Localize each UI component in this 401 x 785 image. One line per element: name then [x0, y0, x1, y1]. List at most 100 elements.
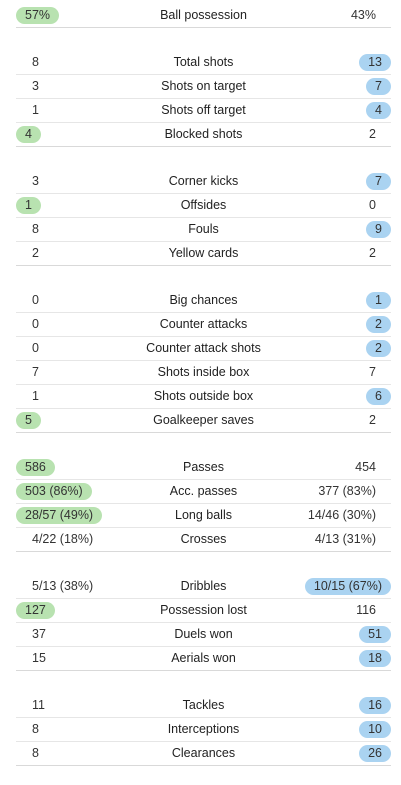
away-value: 10 — [359, 721, 391, 738]
stat-row-goalkeeper-saves: Goalkeeper saves 5 2 — [16, 409, 391, 433]
home-value: 1 — [17, 388, 39, 405]
home-value: 4 — [16, 126, 41, 143]
stat-label: Tackles — [16, 694, 391, 717]
away-value: 7 — [369, 364, 390, 381]
stat-group: Corner kicks 3 7 Offsides 1 0 Fouls 8 9 Yellow ca… — [0, 170, 401, 266]
away-value: 2 — [366, 340, 391, 357]
stat-label: Fouls — [16, 218, 391, 241]
stat-row-possession-lost: Possession lost 127 116 — [16, 599, 391, 623]
stat-row-dribbles: Dribbles 5/13 (38%) 10/15 (67%) — [16, 575, 391, 599]
away-value: 6 — [366, 388, 391, 405]
stat-row-duels-won: Duels won 37 51 — [16, 623, 391, 647]
home-value: 586 — [16, 459, 55, 476]
home-value: 4/22 (18%) — [17, 531, 93, 548]
away-value: 10/15 (67%) — [305, 578, 391, 595]
stat-row-big-chances: Big chances 0 1 — [16, 289, 391, 313]
away-value: 1 — [366, 292, 391, 309]
away-value: 9 — [366, 221, 391, 238]
away-value: 43% — [351, 7, 390, 24]
stat-group: Total shots 8 13 Shots on target 3 7 Shots off… — [0, 51, 401, 147]
stat-row-blocked-shots: Blocked shots 4 2 — [16, 123, 391, 147]
stat-row-tackles: Tackles 11 16 — [16, 694, 391, 718]
home-value: 1 — [16, 197, 41, 214]
group-spacer — [0, 147, 401, 170]
stat-row-acc-passes: Acc. passes 503 (86%) 377 (83%) — [16, 480, 391, 504]
away-value: 2 — [369, 126, 390, 143]
stat-label: Passes — [16, 456, 391, 479]
stat-row-counter-attacks: Counter attacks 0 2 — [16, 313, 391, 337]
away-value: 377 (83%) — [318, 483, 390, 500]
home-value: 1 — [17, 102, 39, 119]
stat-row-shots-outside-box: Shots outside box 1 6 — [16, 385, 391, 409]
stat-label: Yellow cards — [16, 242, 391, 265]
home-value: 7 — [17, 364, 39, 381]
stat-row-crosses: Crosses 4/22 (18%) 4/13 (31%) — [16, 528, 391, 552]
group-spacer — [0, 28, 401, 51]
stat-group: Big chances 0 1 Counter attacks 0 2 Counter at… — [0, 289, 401, 433]
stat-label: Clearances — [16, 742, 391, 765]
group-spacer — [0, 266, 401, 289]
stat-label: Counter attack shots — [16, 337, 391, 360]
stat-row-interceptions: Interceptions 8 10 — [16, 718, 391, 742]
home-value: 11 — [17, 697, 45, 714]
home-value: 37 — [17, 626, 46, 643]
stat-label: Interceptions — [16, 718, 391, 741]
stat-label: Aerials won — [16, 647, 391, 670]
stat-label: Counter attacks — [16, 313, 391, 336]
group-spacer — [0, 433, 401, 456]
stat-row-offsides: Offsides 1 0 — [16, 194, 391, 218]
home-value: 28/57 (49%) — [16, 507, 102, 524]
home-value: 2 — [17, 245, 39, 262]
stat-group: Tackles 11 16 Interceptions 8 10 Clearances 8 26 — [0, 694, 401, 766]
home-value: 5 — [16, 412, 41, 429]
home-value: 3 — [17, 173, 39, 190]
away-value: 26 — [359, 745, 391, 762]
away-value: 2 — [366, 316, 391, 333]
home-value: 15 — [17, 650, 46, 667]
stat-group: Dribbles 5/13 (38%) 10/15 (67%) Possession … — [0, 575, 401, 671]
stat-row-fouls: Fouls 8 9 — [16, 218, 391, 242]
away-value: 7 — [366, 78, 391, 95]
stat-label: Offsides — [16, 194, 391, 217]
home-value: 8 — [17, 221, 39, 238]
stat-row-passes: Passes 586 454 — [16, 456, 391, 480]
stat-row-yellow-cards: Yellow cards 2 2 — [16, 242, 391, 266]
group-spacer — [0, 671, 401, 694]
away-value: 13 — [359, 54, 391, 71]
stat-row-shots-off-target: Shots off target 1 4 — [16, 99, 391, 123]
home-value: 0 — [17, 340, 39, 357]
away-value: 16 — [359, 697, 391, 714]
stat-label: Goalkeeper saves — [16, 409, 391, 432]
stat-group: Passes 586 454 Acc. passes 503 (86%) 377 (83%… — [0, 456, 401, 552]
home-value: 127 — [16, 602, 55, 619]
away-value: 4/13 (31%) — [315, 531, 390, 548]
stat-row-counter-attack-shots: Counter attack shots 0 2 — [16, 337, 391, 361]
away-value: 4 — [366, 102, 391, 119]
stat-label: Ball possession — [16, 4, 391, 27]
away-value: 51 — [359, 626, 391, 643]
home-value: 8 — [17, 54, 39, 71]
group-spacer — [0, 552, 401, 575]
away-value: 116 — [356, 602, 390, 619]
away-value: 14/46 (30%) — [308, 507, 390, 524]
home-value: 8 — [17, 745, 39, 762]
away-value: 0 — [369, 197, 390, 214]
home-value: 8 — [17, 721, 39, 738]
stat-row-total-shots: Total shots 8 13 — [16, 51, 391, 75]
stat-label: Shots off target — [16, 99, 391, 122]
stat-row-corner-kicks: Corner kicks 3 7 — [16, 170, 391, 194]
stat-group: Ball possession 57% 43% — [0, 4, 401, 28]
home-value: 503 (86%) — [16, 483, 92, 500]
stat-label: Shots outside box — [16, 385, 391, 408]
stats-panel: Ball possession 57% 43% Total shots 8 13 Shots… — [0, 4, 401, 766]
home-value: 3 — [17, 78, 39, 95]
stat-row-shots-inside-box: Shots inside box 7 7 — [16, 361, 391, 385]
stat-label: Duels won — [16, 623, 391, 646]
stat-label: Big chances — [16, 289, 391, 312]
stat-label: Corner kicks — [16, 170, 391, 193]
away-value: 7 — [366, 173, 391, 190]
stat-row-aerials-won: Aerials won 15 18 — [16, 647, 391, 671]
stat-label: Blocked shots — [16, 123, 391, 146]
away-value: 18 — [359, 650, 391, 667]
stat-label: Shots on target — [16, 75, 391, 98]
